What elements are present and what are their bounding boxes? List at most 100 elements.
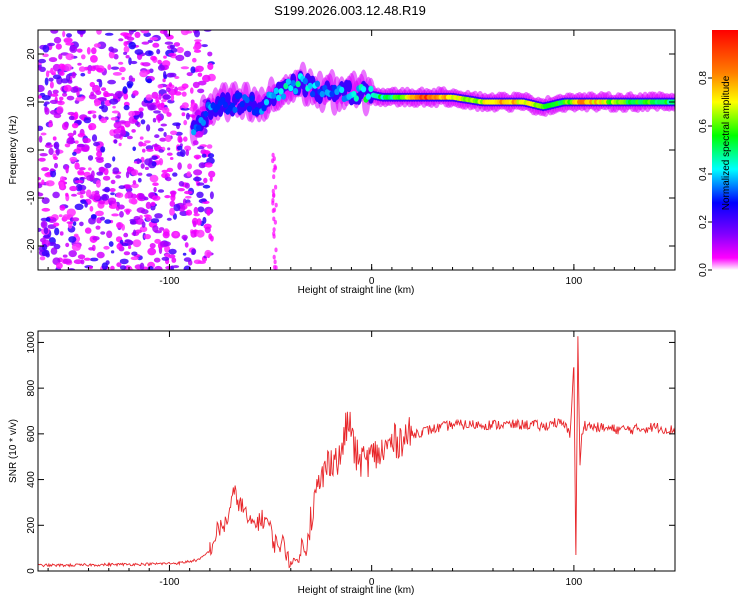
spectrogram-speckle — [158, 116, 163, 121]
spectrogram-speckle — [197, 80, 207, 86]
spectrogram-speckle — [165, 176, 172, 182]
spectrogram-speckle — [74, 203, 84, 210]
spectrogram-speckle — [48, 57, 58, 63]
spectrogram-speckle — [104, 162, 112, 169]
spectrogram-marks — [38, 30, 675, 270]
snr-series-line — [38, 336, 675, 569]
spectrogram-speckle — [113, 53, 119, 60]
spectrogram-speckle — [173, 42, 181, 47]
spectrogram-speckle — [54, 162, 58, 169]
spectrogram-speckle — [73, 111, 79, 120]
spectrogram-speckle — [141, 41, 150, 45]
spectrogram-speckle — [52, 191, 60, 199]
spectrogram-speckle — [170, 193, 176, 202]
spectrogram-ridge-core — [361, 86, 367, 93]
spectrogram-speckle — [197, 146, 205, 150]
spectrogram-speckle — [193, 49, 202, 53]
spectrogram-speckle — [112, 72, 122, 76]
spectrogram-speckle — [111, 110, 120, 114]
spectrogram-speckle — [140, 30, 150, 34]
spectrogram-speckle — [274, 184, 278, 190]
spectrogram-speckle — [126, 166, 135, 172]
spectrogram-speckle — [115, 192, 124, 198]
spectrogram-speckle — [92, 236, 100, 241]
spectrogram-xtick-label: -100 — [159, 276, 179, 287]
spectrogram-speckle — [272, 216, 276, 222]
snr-ytick-label: 800 — [26, 379, 37, 396]
spectrogram-ridge-core — [339, 86, 345, 94]
spectrogram-speckle — [75, 183, 83, 192]
spectrogram-speckle — [59, 96, 64, 101]
spectrogram-speckle — [62, 30, 66, 38]
spectrogram-speckle — [116, 243, 123, 250]
spectrogram-speckle — [98, 114, 102, 120]
spectrogram-speckle — [128, 110, 136, 117]
spectrogram-speckle — [80, 259, 85, 265]
spectrogram-speckle — [111, 213, 119, 217]
spectrogram-ridge-core — [239, 101, 245, 108]
spectrogram-speckle — [97, 97, 107, 101]
spectrogram-speckle — [119, 265, 127, 270]
spectrogram-speckle — [86, 47, 91, 55]
spectrogram-speckle — [146, 124, 151, 132]
spectrogram-ytick-label: 10 — [26, 96, 37, 108]
spectrogram-speckle — [123, 51, 128, 56]
spectrogram-speckle — [58, 53, 63, 60]
spectrogram-speckle — [69, 156, 78, 162]
spectrogram-speckle — [95, 180, 101, 188]
spectrogram-speckle — [38, 183, 43, 189]
spectrogram-speckle — [154, 213, 163, 219]
spectrogram-speckle — [157, 84, 164, 89]
spectrogram-speckle — [69, 185, 78, 192]
spectrogram-ytick-label: 20 — [26, 48, 37, 60]
spectrogram-speckle — [91, 47, 97, 55]
spectrogram-speckle — [154, 265, 163, 270]
spectrogram-speckle — [121, 243, 129, 247]
spectrogram-speckle — [181, 112, 186, 117]
spectrogram-speckle — [197, 206, 205, 213]
spectrogram-speckle — [168, 248, 177, 255]
spectrogram-speckle — [128, 57, 132, 66]
spectrogram-speckle — [193, 154, 202, 159]
spectrogram-speckle — [202, 184, 211, 189]
spectrogram-ridge-core — [203, 110, 209, 118]
spectrogram-speckle — [185, 195, 192, 199]
spectrogram-speckle — [112, 167, 120, 174]
spectrogram-speckle — [166, 167, 174, 173]
spectrogram-speckle — [272, 254, 276, 260]
snr-ytick-label: 1000 — [26, 331, 37, 354]
spectrogram-speckle — [59, 231, 64, 236]
spectrogram-speckle — [207, 51, 213, 57]
spectrogram-speckle — [103, 90, 109, 98]
spectrogram-speckle — [72, 151, 77, 156]
spectrogram-speckle — [143, 234, 151, 240]
spectrogram-speckle — [176, 46, 184, 54]
snr-ytick-label: 600 — [26, 425, 37, 442]
spectrogram-speckle — [146, 173, 153, 177]
spectrogram-speckle — [47, 70, 57, 74]
spectrogram-speckle — [81, 54, 86, 60]
spectrogram-speckle — [138, 107, 144, 112]
spectrogram-speckle — [132, 229, 137, 237]
spectrogram-speckle — [156, 48, 161, 55]
spectrogram-speckle — [125, 209, 131, 215]
spectrogram-ridge-core — [368, 85, 374, 93]
spectrogram-speckle — [207, 153, 215, 159]
spectrogram-speckle — [110, 179, 116, 185]
spectrogram-speckle — [206, 144, 213, 149]
spectrogram-speckle — [181, 91, 187, 97]
spectrogram-speckle — [87, 155, 94, 161]
spectrogram-speckle — [44, 107, 50, 115]
spectrogram-speckle — [171, 257, 177, 263]
spectrogram-speckle — [208, 170, 216, 178]
spectrogram-ridge-core — [285, 78, 291, 85]
spectrogram-speckle — [206, 208, 211, 216]
spectrogram-speckle — [201, 198, 207, 203]
spectrogram-speckle — [174, 91, 182, 96]
spectrogram-ridge-core — [353, 95, 359, 102]
spectrogram-speckle — [109, 188, 116, 192]
spectrogram-speckle — [120, 125, 125, 130]
spectrogram-speckle — [201, 44, 208, 48]
spectrogram-speckle — [193, 176, 202, 182]
spectrogram-ridge-core — [322, 84, 328, 92]
